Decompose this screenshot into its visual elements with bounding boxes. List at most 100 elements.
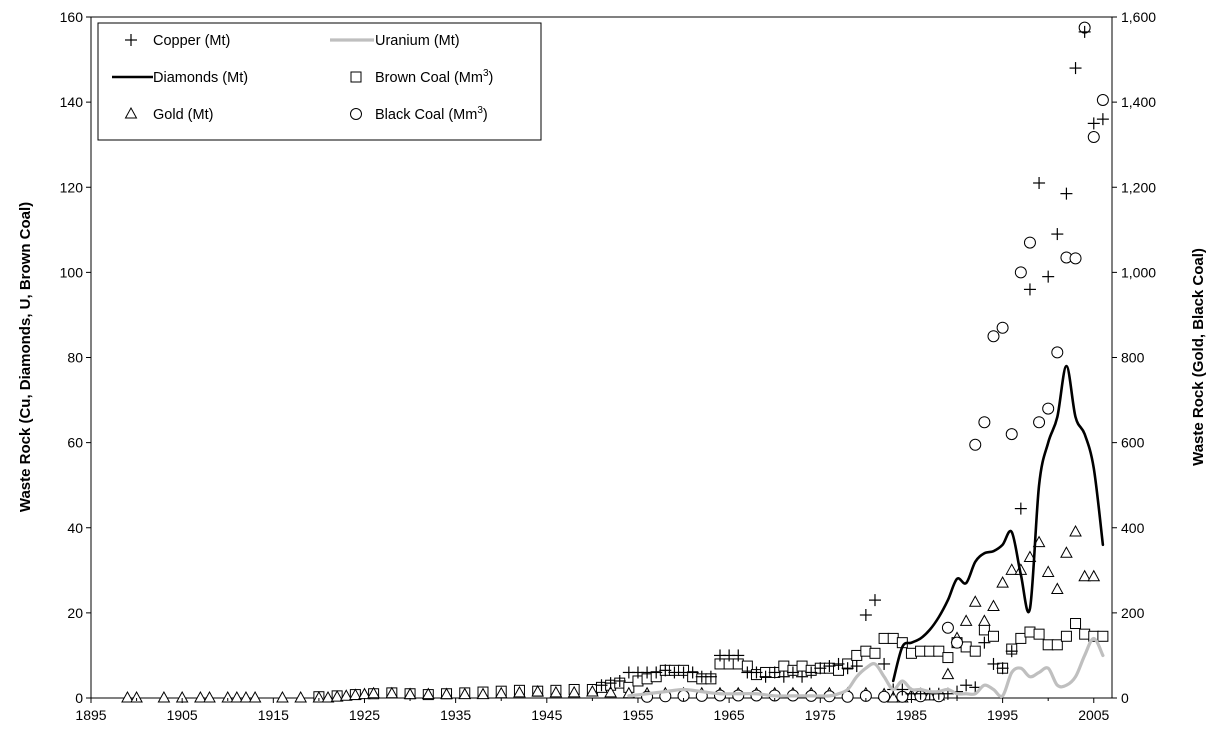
- y-right-tick-label: 1,000: [1121, 264, 1156, 280]
- brown-point: [1070, 618, 1082, 630]
- gold-point: [157, 690, 171, 703]
- gold-point: [239, 690, 253, 703]
- legend-marker-brown: [350, 71, 362, 83]
- black-point: [1069, 252, 1082, 265]
- brown-point: [969, 645, 981, 657]
- copper-point: [969, 681, 982, 694]
- y-right-tick-label: 0: [1121, 690, 1129, 706]
- copper-point: [960, 679, 973, 692]
- gold-point: [513, 685, 526, 698]
- gold-point: [968, 595, 982, 607]
- copper-point: [814, 662, 827, 675]
- gold-point: [194, 690, 207, 703]
- gold-point: [941, 667, 955, 680]
- gold-point: [339, 689, 353, 701]
- brown-point: [851, 649, 863, 661]
- black-point: [1005, 428, 1018, 441]
- gold-point: [276, 690, 289, 703]
- copper-point: [896, 683, 909, 696]
- black-point: [732, 689, 745, 702]
- gold-point: [1050, 582, 1064, 594]
- x-tick-label: 1965: [714, 707, 745, 723]
- gold-point: [203, 690, 216, 703]
- brown-point: [1024, 626, 1036, 638]
- legend-box: [97, 22, 542, 141]
- gold-point: [312, 690, 326, 703]
- copper-point: [1023, 283, 1036, 296]
- y-left-tick-label: 100: [60, 264, 84, 280]
- copper-point: [768, 666, 781, 679]
- copper-point: [1014, 502, 1027, 515]
- y-right-tick-label: 1,600: [1121, 9, 1156, 25]
- copper-point: [1096, 113, 1109, 126]
- gold-point: [294, 690, 308, 703]
- copper-point: [1051, 228, 1064, 241]
- x-tick-label: 1925: [349, 707, 380, 723]
- legend-item-brown: Brown Coal (Mm3): [350, 68, 493, 86]
- y-axis-left-title: Waste Rock (Cu, Diamonds, U, Brown Coal): [17, 202, 34, 512]
- y-left-tick-label: 140: [60, 94, 84, 110]
- x-tick-label: 1955: [622, 707, 653, 723]
- y-left-tick-label: 0: [75, 690, 83, 706]
- gold-point: [1041, 565, 1055, 577]
- brown-point: [1079, 628, 1091, 640]
- y-left-tick-label: 80: [67, 350, 83, 366]
- gold-point: [330, 690, 344, 702]
- brown-point: [1015, 632, 1027, 644]
- brown-point: [987, 630, 999, 642]
- y-left-tick-label: 60: [67, 435, 83, 451]
- black-point: [969, 438, 982, 451]
- gold-point: [221, 690, 235, 703]
- y-right-tick-label: 800: [1121, 350, 1145, 366]
- gold-point: [458, 687, 472, 700]
- copper-point: [878, 657, 891, 670]
- copper-point: [659, 664, 672, 677]
- black-point: [996, 321, 1009, 334]
- gold-point: [494, 686, 508, 699]
- gold-point: [586, 685, 599, 697]
- black-point: [1087, 131, 1100, 144]
- x-tick-label: 1985: [896, 707, 927, 723]
- black-point: [1023, 236, 1036, 249]
- copper-point: [613, 674, 626, 687]
- legend-label-uranium: Uranium (Mt): [375, 33, 460, 49]
- copper-point: [987, 657, 1000, 670]
- y-right-tick-label: 600: [1121, 435, 1145, 451]
- black-point: [941, 621, 954, 634]
- copper-point: [868, 594, 881, 607]
- x-tick-label: 1915: [258, 707, 289, 723]
- series-diamonds: [891, 364, 1105, 683]
- copper-point: [841, 662, 854, 675]
- legend-label-diamonds: Diamonds (Mt): [153, 70, 248, 86]
- axes-layer: 1895 1905 1915 1925 1935 1945 1955 1965 1975 1985…: [60, 9, 1157, 723]
- x-tick-label: 1975: [805, 707, 836, 723]
- copper-point: [1033, 176, 1046, 189]
- brown-point: [1042, 639, 1054, 651]
- legend-item-uranium: Uranium (Mt): [330, 33, 460, 49]
- brown-point: [915, 645, 927, 657]
- gold-point: [978, 614, 991, 626]
- gold-point: [531, 685, 545, 697]
- gold-point: [1069, 524, 1082, 537]
- gold-point: [1087, 569, 1101, 582]
- uranium-line: [627, 636, 1105, 699]
- brown-point: [878, 632, 890, 644]
- series-layer: [121, 21, 1109, 703]
- copper-point: [1005, 645, 1018, 658]
- black-point: [1051, 346, 1064, 359]
- gold-point: [130, 690, 143, 703]
- brown-point: [887, 632, 899, 644]
- gold-point: [1060, 546, 1073, 558]
- legend-item-diamonds: Diamonds (Mt): [112, 70, 248, 86]
- legend-item-gold: Gold (Mt): [124, 106, 213, 123]
- black-point: [1033, 416, 1046, 429]
- copper-point: [832, 657, 845, 670]
- y-right-tick-label: 200: [1121, 605, 1145, 621]
- gold-point: [996, 576, 1009, 588]
- copper-point: [595, 679, 608, 692]
- copper-point: [796, 670, 809, 683]
- y-left-tick-label: 160: [60, 9, 84, 25]
- gold-point: [385, 686, 399, 699]
- copper-point: [1078, 25, 1091, 38]
- gold-point: [604, 685, 617, 698]
